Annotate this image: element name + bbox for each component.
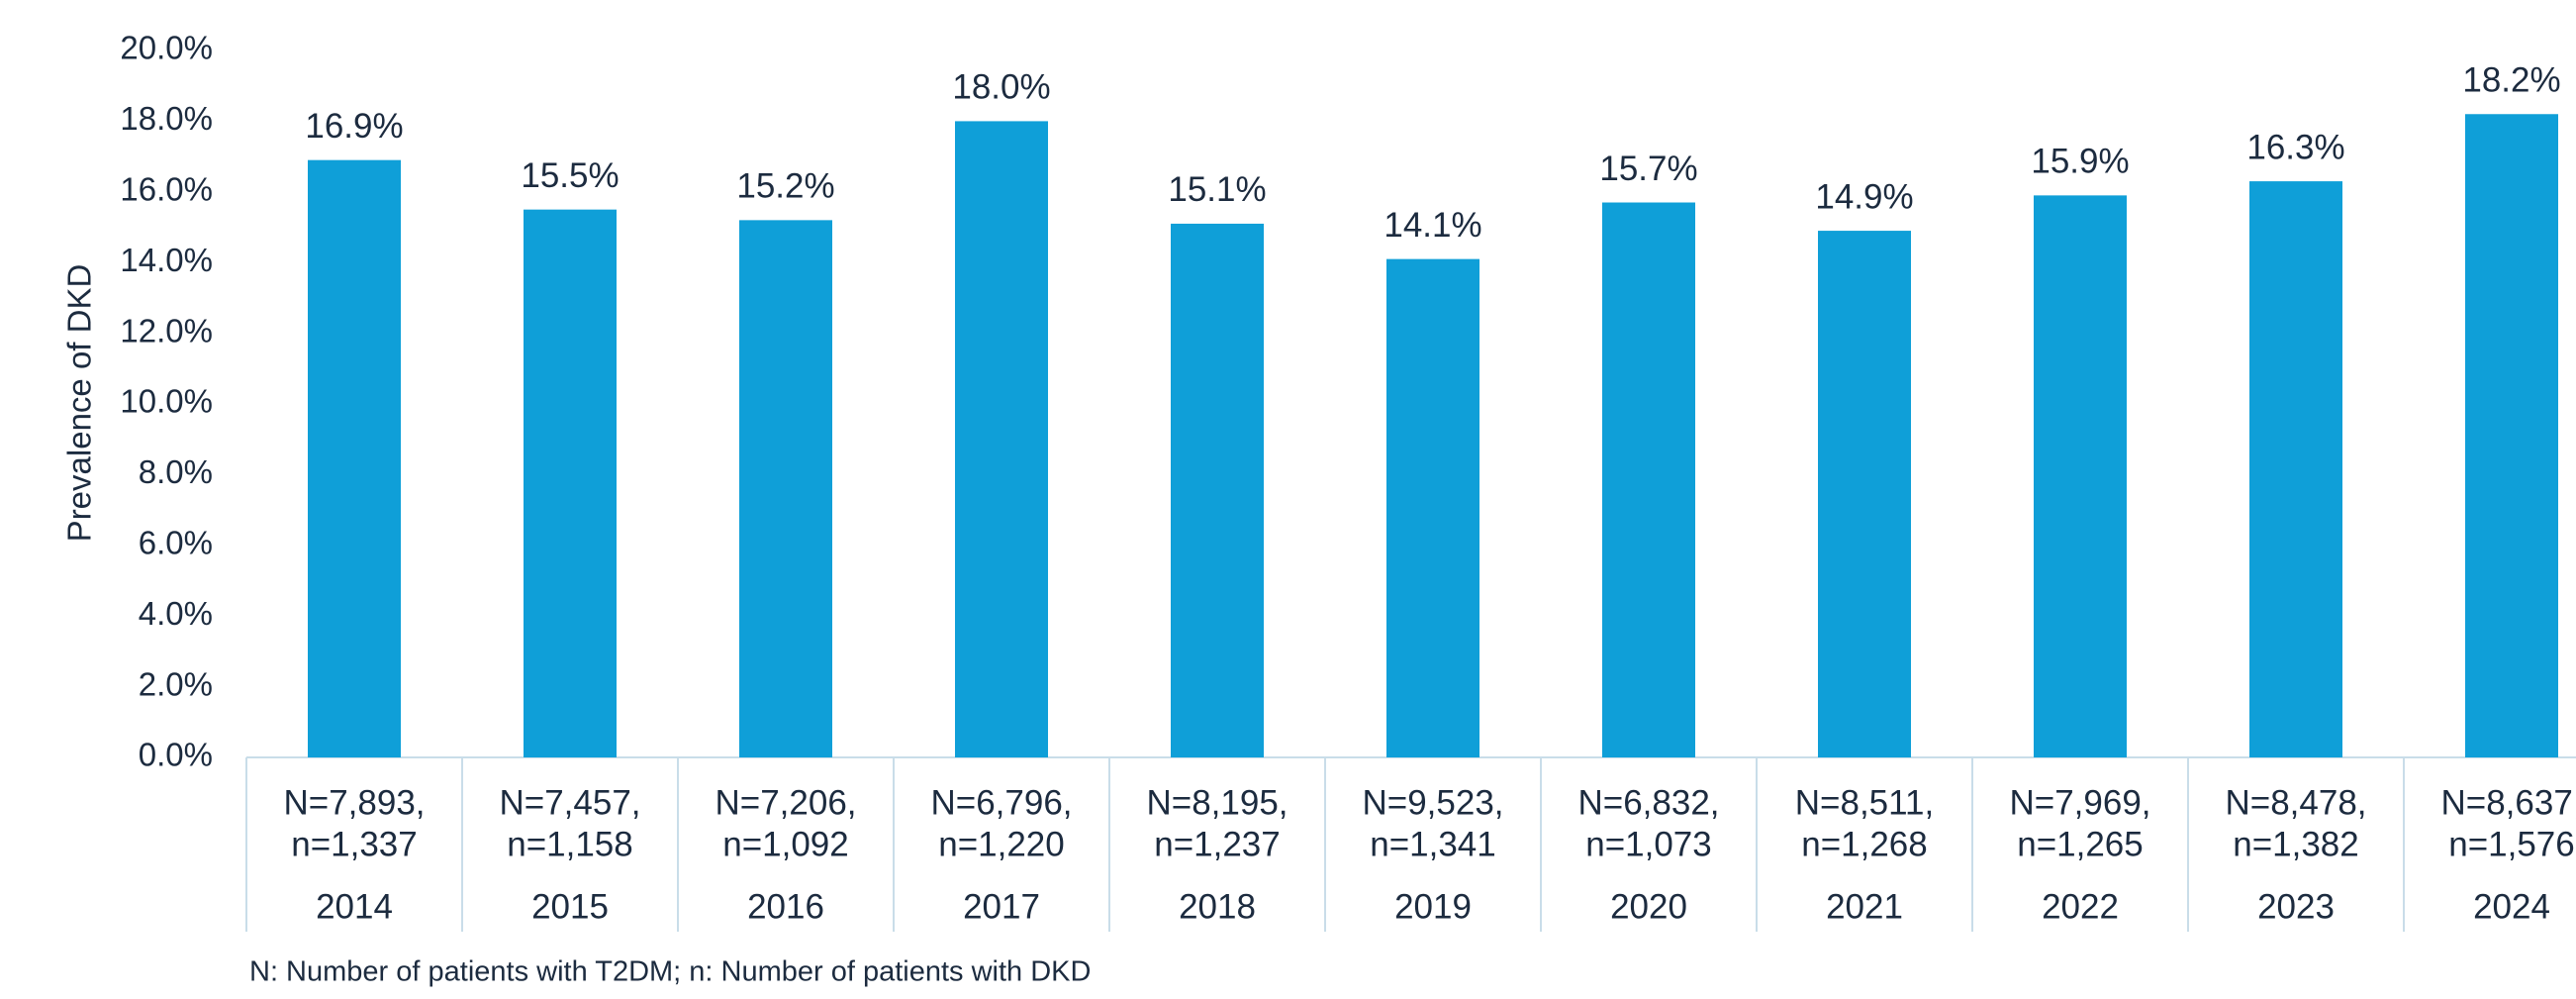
x-tick-label: 2019 <box>1394 887 1472 926</box>
category-detail: n=1,337 <box>291 825 418 863</box>
x-tick-label: 2014 <box>316 887 393 926</box>
data-label: 15.1% <box>1168 170 1266 209</box>
data-label: 18.0% <box>952 68 1050 107</box>
x-tick-label: 2023 <box>2257 887 2335 926</box>
y-tick-label: 14.0% <box>120 242 213 278</box>
bar <box>739 220 832 758</box>
y-tick-label: 8.0% <box>139 453 213 490</box>
bar <box>955 121 1048 757</box>
category-detail: N=6,796, <box>930 783 1072 822</box>
category-detail: n=1,265 <box>2017 825 2144 863</box>
category-detail: n=1,237 <box>1154 825 1281 863</box>
category-detail: N=7,206, <box>715 783 856 822</box>
bar <box>2249 181 2342 758</box>
bar <box>1386 258 1479 757</box>
y-tick-label: 16.0% <box>120 171 213 208</box>
x-tick-label: 2021 <box>1826 887 1903 926</box>
data-label: 15.2% <box>736 167 834 206</box>
y-tick-label: 18.0% <box>120 100 213 137</box>
data-label: 18.2% <box>2462 61 2560 100</box>
y-tick-label: 4.0% <box>139 595 213 632</box>
x-tick-label: 2020 <box>1610 887 1687 926</box>
category-detail: n=1,268 <box>1801 825 1928 863</box>
y-tick-label: 6.0% <box>139 525 213 561</box>
x-tick-label: 2016 <box>747 887 824 926</box>
y-tick-label: 10.0% <box>120 383 213 420</box>
category-detail: N=8,195, <box>1146 783 1288 822</box>
bar <box>308 159 401 758</box>
data-label: 15.5% <box>521 156 619 195</box>
x-tick-label: 2018 <box>1179 887 1256 926</box>
category-detail: N=7,457, <box>499 783 640 822</box>
category-detail: N=9,523, <box>1362 783 1503 822</box>
bar <box>1818 231 1911 757</box>
bar <box>2465 114 2558 757</box>
category-detail: n=1,576 <box>2448 825 2575 863</box>
y-tick-label: 0.0% <box>139 737 213 773</box>
category-detail: n=1,341 <box>1370 825 1496 863</box>
category-detail: n=1,073 <box>1585 825 1712 863</box>
bar <box>2034 195 2127 757</box>
category-detail: N=7,969, <box>2009 783 2150 822</box>
category-detail: n=1,382 <box>2233 825 2359 863</box>
data-label: 16.3% <box>2246 128 2344 166</box>
y-tick-label: 20.0% <box>120 30 213 66</box>
data-label: 14.1% <box>1383 206 1481 245</box>
category-detail: n=1,220 <box>938 825 1065 863</box>
category-detail: N=8,511, <box>1795 783 1934 822</box>
x-tick-label: 2022 <box>2042 887 2119 926</box>
data-label: 14.9% <box>1815 177 1913 216</box>
y-tick-label: 12.0% <box>120 312 213 349</box>
data-label: 15.7% <box>1599 150 1697 188</box>
category-detail: N=8,637, <box>2440 783 2576 822</box>
x-tick-label: 2024 <box>2473 887 2550 926</box>
y-axis-label: Prevalence of DKD <box>61 264 98 543</box>
category-detail: N=7,893, <box>283 783 425 822</box>
category-detail: n=1,092 <box>722 825 849 863</box>
bar <box>1602 202 1695 757</box>
category-detail: n=1,158 <box>507 825 633 863</box>
data-label: 15.9% <box>2031 143 2129 181</box>
x-tick-label: 2017 <box>963 887 1040 926</box>
y-tick-label: 2.0% <box>139 665 213 702</box>
footnote: N: Number of patients with T2DM; n: Numb… <box>249 956 1091 988</box>
category-detail: N=8,478, <box>2225 783 2366 822</box>
bar <box>1171 223 1264 757</box>
data-label: 16.9% <box>305 107 403 146</box>
x-tick-label: 2015 <box>531 887 609 926</box>
bar <box>524 209 617 757</box>
category-detail: N=6,832, <box>1577 783 1719 822</box>
